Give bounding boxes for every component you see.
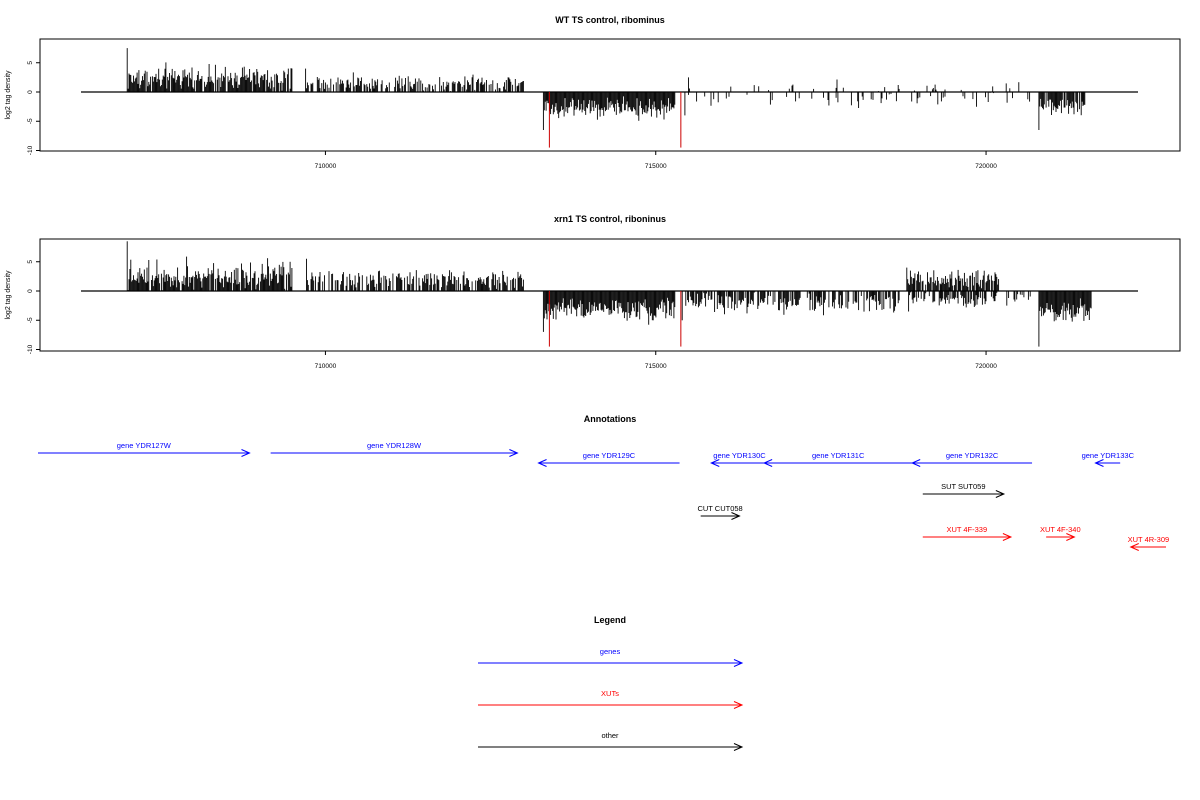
annotations-section: Annotations gene YDR127W gene YDR128W gene… [38, 414, 1169, 551]
wt-bars [81, 48, 1138, 148]
annotation-arrow-head [1129, 543, 1139, 551]
annotation-label: gene YDR132C [946, 451, 999, 460]
annotation-arrow-head [995, 490, 1006, 498]
xrn1-y-axis-label: log2 tag density [5, 270, 12, 320]
annotation-label: gene YDR131C [812, 451, 865, 460]
annotation-arrow-head [1002, 533, 1013, 541]
y-tick-label: -5 [27, 317, 34, 323]
x-tick-label: 715000 [645, 163, 667, 170]
legend-label: other [601, 731, 619, 740]
annotation-arrow-head [241, 449, 251, 457]
legend-label: genes [600, 647, 621, 656]
wt-panel-title: WT TS control, ribominus [555, 15, 665, 25]
annotation-label: SUT SUT059 [941, 482, 985, 491]
wt-plot-frame [39, 38, 1181, 152]
y-tick-label: 0 [27, 289, 34, 293]
annotation-label: gene YDR133C [1082, 451, 1135, 460]
xrn1-panel: xrn1 TS control, riboninus log2 tag dens… [5, 214, 1181, 370]
wt-y-axis-label: log2 tag density [5, 70, 12, 120]
xrn1-panel-title: xrn1 TS control, riboninus [554, 214, 666, 224]
xrn1-plot-frame [39, 238, 1181, 352]
y-tick-label: -10 [27, 344, 34, 354]
wt-panel: WT TS control, ribominus log2 tag densit… [5, 15, 1181, 170]
annotation-arrow-head [509, 449, 519, 457]
y-tick-label: -5 [27, 118, 34, 124]
wt-x-ticks: 710000 715000 720000 [315, 151, 997, 170]
y-tick-label: 5 [27, 61, 34, 65]
annotation-label: XUT 4F-339 [946, 525, 987, 534]
annotation-label: gene YDR130C [713, 451, 766, 460]
annotation-label: gene YDR128W [367, 441, 422, 450]
annotation-label: gene YDR129C [583, 451, 636, 460]
annotation-label: XUT 4F-340 [1040, 525, 1081, 534]
x-tick-label: 710000 [315, 163, 337, 170]
legend-arrow-head [733, 701, 744, 709]
x-tick-label: 720000 [975, 163, 997, 170]
annotation-arrow-head [762, 459, 773, 467]
annotation-label: XUT 4R-309 [1128, 535, 1170, 544]
legend-title: Legend [594, 615, 626, 625]
legend-arrow-head [733, 659, 744, 667]
x-tick-label: 715000 [645, 363, 667, 370]
annotation-arrow-head [537, 459, 547, 467]
legend-section: Legend genes XUTs other [478, 615, 744, 751]
annotation-label: gene YDR127W [117, 441, 172, 450]
y-tick-label: 0 [27, 90, 34, 94]
wt-y-ticks: 5 0 -5 -10 [27, 61, 40, 155]
annotation-arrow-head [910, 459, 921, 467]
annotation-arrow-head [1094, 459, 1104, 467]
y-tick-label: -10 [27, 145, 34, 155]
y-tick-label: 5 [27, 260, 34, 264]
annotation-arrow-head [710, 459, 720, 467]
annotation-arrow-head [1066, 533, 1076, 541]
xrn1-bars [81, 241, 1138, 347]
legend-label: XUTs [601, 689, 619, 698]
legend-arrow-head [733, 743, 744, 751]
x-tick-label: 720000 [975, 363, 997, 370]
annotations-title: Annotations [584, 414, 637, 424]
annotation-arrow-head [731, 512, 741, 520]
annotation-label: CUT CUT058 [697, 504, 742, 513]
xrn1-y-ticks: 5 0 -5 -10 [27, 260, 40, 354]
xrn1-x-ticks: 710000 715000 720000 [315, 351, 997, 370]
x-tick-label: 710000 [315, 363, 337, 370]
